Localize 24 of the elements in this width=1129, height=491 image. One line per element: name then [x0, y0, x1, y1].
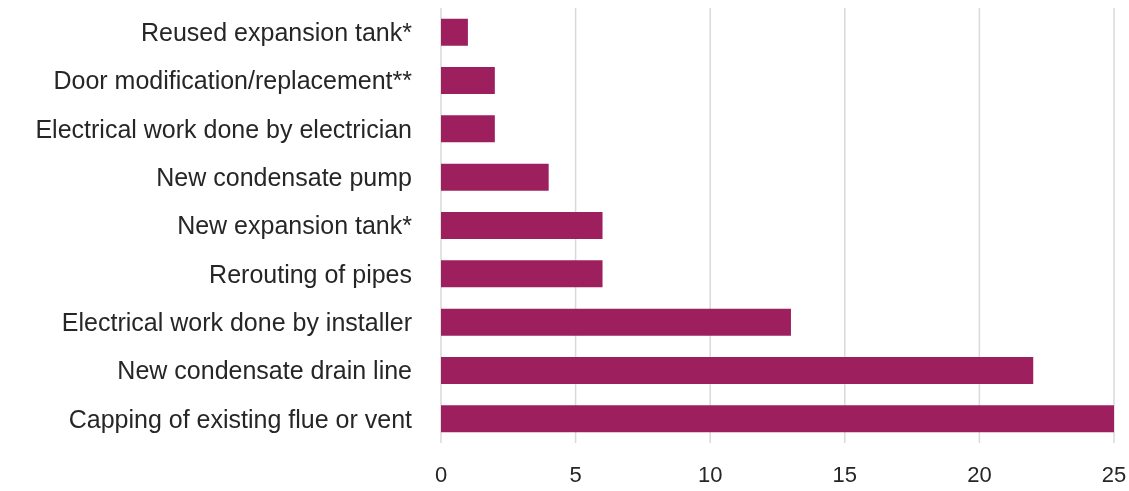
y-tick-label: New condensate drain line — [117, 356, 412, 385]
bar — [441, 115, 495, 143]
x-tick-label: 10 — [697, 461, 723, 487]
bar — [441, 356, 1034, 384]
y-tick-label: Electrical work done by installer — [61, 308, 412, 337]
y-tick-label: Rerouting of pipes — [209, 259, 412, 288]
bar — [441, 66, 495, 94]
bar — [441, 308, 791, 336]
x-tick-label: 20 — [967, 461, 992, 487]
y-tick-label: Electrical work done by electrician — [35, 114, 412, 143]
bar — [441, 211, 603, 239]
y-tick-label: Door modification/replacement** — [53, 66, 413, 95]
x-tick-label: 15 — [832, 461, 858, 487]
y-tick-label: Capping of existing flue or vent — [68, 404, 413, 433]
y-tick-label: New expansion tank* — [177, 211, 413, 240]
bar — [441, 163, 549, 191]
y-tick-label: New condensate pump — [156, 163, 412, 192]
bar — [441, 18, 468, 46]
x-tick-label: 0 — [434, 461, 448, 487]
x-tick-label: 5 — [569, 461, 582, 487]
bar — [441, 260, 603, 288]
x-tick-label: 25 — [1101, 461, 1127, 487]
bar — [441, 405, 1114, 433]
y-tick-label: Reused expansion tank* — [140, 18, 413, 47]
